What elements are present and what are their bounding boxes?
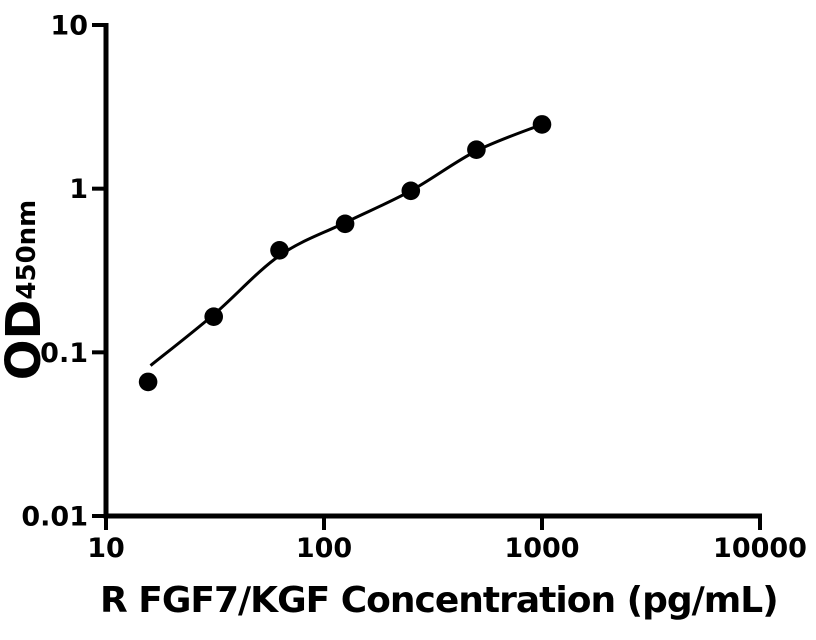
y-tick-label: 0.1 xyxy=(40,338,88,369)
x-tick-label: 10 xyxy=(87,533,125,564)
x-axis-title: R FGF7/KGF Concentration (pg/mL) xyxy=(100,580,779,621)
y-tick-label: 1 xyxy=(69,174,88,205)
y-tick-label: 10 xyxy=(50,11,88,42)
data-point xyxy=(335,214,355,234)
x-tick-label: 10000 xyxy=(713,533,807,564)
data-point xyxy=(138,372,158,392)
y-tick-label: 0.01 xyxy=(21,502,88,533)
data-point xyxy=(401,181,421,201)
y-axis-title: OD450nm xyxy=(0,190,52,390)
y-axis-title-subscript: 450nm xyxy=(12,199,42,300)
y-axis-title-main: OD xyxy=(0,299,52,381)
x-tick-label: 100 xyxy=(296,533,352,564)
data-point xyxy=(204,307,223,327)
data-point xyxy=(270,241,289,260)
axes-line xyxy=(103,23,762,519)
data-point xyxy=(532,115,552,134)
x-tick-label: 1000 xyxy=(504,533,579,564)
data-point xyxy=(467,140,486,159)
fit-curve xyxy=(149,123,543,367)
